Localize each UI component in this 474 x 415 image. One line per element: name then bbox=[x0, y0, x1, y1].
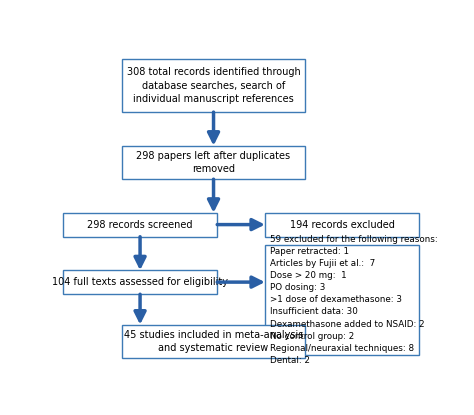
Text: 194 records excluded: 194 records excluded bbox=[290, 220, 394, 230]
Text: 298 papers left after duplicates
removed: 298 papers left after duplicates removed bbox=[137, 151, 291, 174]
FancyBboxPatch shape bbox=[122, 146, 305, 179]
Text: 308 total records identified through
database searches, search of
individual man: 308 total records identified through dat… bbox=[127, 67, 301, 104]
FancyBboxPatch shape bbox=[122, 325, 305, 358]
Text: 298 records screened: 298 records screened bbox=[87, 220, 193, 230]
Text: 59 excluded for the following reasons:
Paper retracted: 1
Articles by Fujii et a: 59 excluded for the following reasons: P… bbox=[271, 234, 438, 365]
FancyBboxPatch shape bbox=[265, 245, 419, 355]
Text: 45 studies included in meta-analysis
and systematic review: 45 studies included in meta-analysis and… bbox=[124, 330, 303, 353]
Text: 104 full texts assessed for eligibility: 104 full texts assessed for eligibility bbox=[52, 277, 228, 287]
FancyBboxPatch shape bbox=[265, 213, 419, 237]
FancyBboxPatch shape bbox=[122, 59, 305, 112]
FancyBboxPatch shape bbox=[63, 213, 217, 237]
FancyBboxPatch shape bbox=[63, 270, 217, 294]
